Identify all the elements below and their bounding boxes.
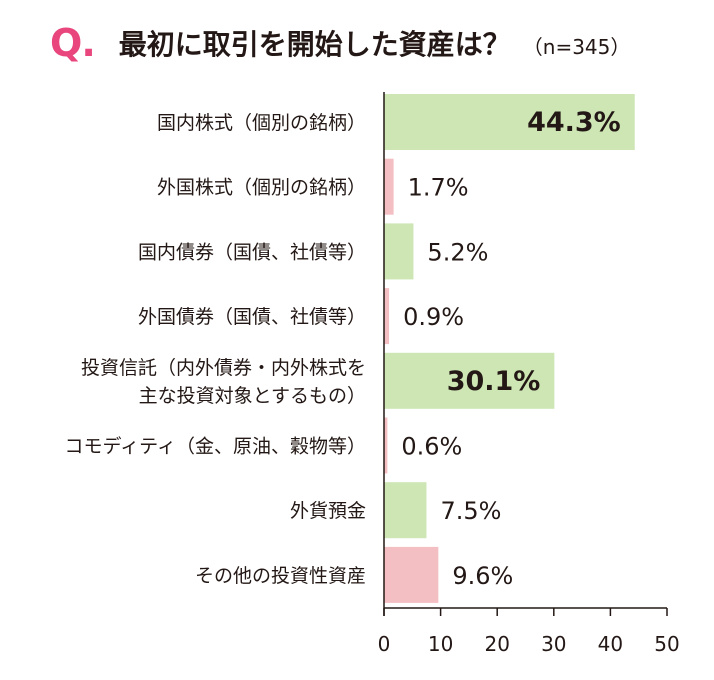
bar xyxy=(384,158,394,215)
category-label: 国内債券（国債、社債等） xyxy=(138,241,366,263)
category-label: 主な投資対象とするもの） xyxy=(139,385,366,407)
x-tick-label: 10 xyxy=(428,632,453,656)
category-label: 国内株式（個別の銘柄） xyxy=(157,112,366,134)
category-label: コモディティ（金、原油、穀物等） xyxy=(64,436,366,458)
q-badge: Q. xyxy=(50,21,96,65)
value-label: 30.1% xyxy=(447,366,541,397)
category-label: 投資信託（内外債券・内外株式を xyxy=(81,357,366,379)
value-label: 9.6% xyxy=(452,562,513,590)
bar xyxy=(384,223,414,280)
sample-size: （n=345） xyxy=(522,34,631,59)
x-tick-label: 0 xyxy=(378,632,391,656)
bar xyxy=(384,482,427,539)
value-label: 5.2% xyxy=(427,238,488,266)
bar xyxy=(384,417,388,474)
x-tick-label: 50 xyxy=(654,632,679,656)
category-label: 外貨預金 xyxy=(290,500,366,522)
value-label: 44.3% xyxy=(527,107,621,138)
bar xyxy=(384,288,390,345)
chart-header: Q. 最初に取引を開始した資産は？ （n=345） xyxy=(50,18,630,68)
value-label: 0.6% xyxy=(401,433,462,461)
bar xyxy=(384,94,635,150)
category-label: その他の投資性資産 xyxy=(195,565,366,587)
bar xyxy=(384,546,439,603)
category-label: 外国株式（個別の銘柄） xyxy=(157,177,366,199)
chart-title: 最初に取引を開始した資産は？ xyxy=(118,28,511,61)
x-tick-label: 20 xyxy=(484,632,509,656)
x-tick-label: 30 xyxy=(541,632,566,656)
bar xyxy=(384,352,555,409)
x-tick-label: 40 xyxy=(598,632,623,656)
value-label: 0.9% xyxy=(403,303,464,331)
value-label: 1.7% xyxy=(408,174,469,202)
value-label: 7.5% xyxy=(440,497,501,525)
category-label: 外国債券（国債、社債等） xyxy=(138,306,366,328)
